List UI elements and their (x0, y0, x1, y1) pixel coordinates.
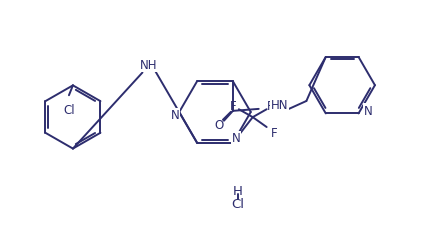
Text: H: H (233, 184, 243, 197)
Text: HN: HN (271, 99, 288, 112)
Text: NH: NH (140, 59, 157, 72)
Text: F: F (271, 127, 278, 140)
Text: F: F (230, 99, 236, 112)
Text: N: N (171, 109, 180, 122)
Text: Cl: Cl (231, 198, 245, 210)
Text: N: N (231, 132, 240, 145)
Text: F: F (267, 99, 274, 112)
Text: Cl: Cl (63, 104, 75, 117)
Text: N: N (363, 104, 372, 117)
Text: O: O (214, 119, 224, 132)
